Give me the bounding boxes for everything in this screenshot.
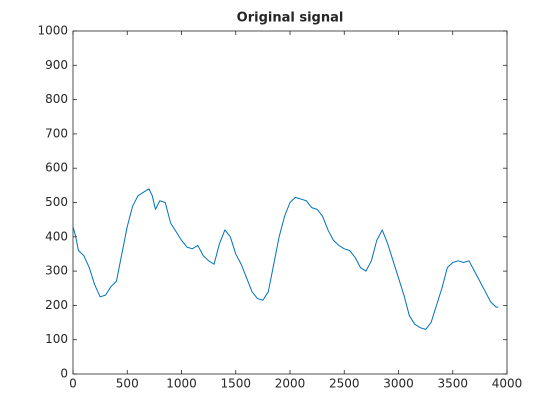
y-tick-label: 100 [45,332,68,346]
chart-title: Original signal [237,11,344,26]
signal-line [72,188,499,330]
x-tick-label: 0 [69,377,77,391]
y-tick-label: 0 [60,367,68,381]
x-tick-label: 4000 [492,377,523,391]
y-tick-label: 200 [45,298,68,312]
x-tick-label: 3500 [437,377,468,391]
y-tick-label: 800 [45,92,68,106]
x-tick-label: 1000 [166,377,197,391]
y-tick-label: 300 [45,264,68,278]
x-tick-label: 1500 [220,377,251,391]
y-tick-label: 1000 [37,24,68,38]
y-tick-label: 900 [45,58,68,72]
x-tick-label: 2000 [275,377,306,391]
y-tick-label: 700 [45,126,68,140]
y-tick-label: 500 [45,195,68,209]
y-tick-label: 600 [45,161,68,175]
x-tick-label: 500 [116,377,139,391]
x-tick-label: 3000 [383,377,414,391]
y-tick-label: 400 [45,229,68,243]
x-tick-label: 2500 [329,377,360,391]
